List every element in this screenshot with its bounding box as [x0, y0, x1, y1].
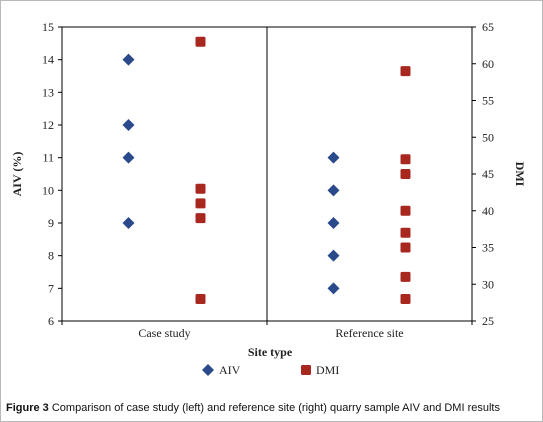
aiv-point: [327, 217, 340, 229]
dmi-point: [400, 169, 411, 179]
dmi-point: [400, 227, 411, 238]
y-left-tick-label: 10: [42, 183, 54, 197]
y-right-tick-label: 40: [482, 204, 494, 218]
aiv-point: [327, 282, 340, 295]
y-left-tick-label: 7: [48, 281, 54, 295]
y-left-tick-label: 9: [48, 216, 54, 230]
right-axis: 25 30 35 40 45 50 55 60 65: [472, 20, 494, 328]
figure-caption: Figure 3 Comparison of case study (left)…: [6, 402, 500, 414]
legend-aiv-label: AIV: [219, 363, 241, 377]
y-axis-right-label: DMI: [513, 162, 527, 187]
caption-label: Figure 3: [6, 402, 49, 414]
aiv-point: [122, 119, 135, 131]
dmi-point: [400, 154, 411, 165]
left-axis: 6 7 8 9 10 11 12 13 14 15: [42, 20, 62, 328]
y-right-tick-label: 60: [482, 57, 494, 71]
y-left-tick-label: 13: [42, 85, 54, 99]
x-axis-label: Site type: [248, 345, 293, 359]
y-right-tick-label: 50: [482, 130, 494, 144]
y-right-tick-label: 30: [482, 277, 494, 291]
legend-dmi-marker: [301, 365, 311, 375]
dmi-point: [195, 36, 206, 47]
y-left-tick-label: 15: [42, 20, 54, 34]
data-markers: [122, 36, 411, 304]
dmi-point: [400, 271, 411, 282]
legend-aiv-marker: [202, 364, 214, 376]
caption-text: Comparison of case study (left) and refe…: [48, 402, 500, 414]
y-right-tick-label: 65: [482, 20, 494, 34]
scatter-chart: 6 7 8 9 10 11 12 13 14 15 25 30 35 40 45 50 55 60 65 Case…: [10, 20, 527, 377]
dmi-point: [400, 293, 411, 304]
dmi-point: [195, 213, 206, 224]
y-left-tick-label: 14: [42, 53, 54, 67]
y-axis-left-label: AIV (%): [10, 152, 24, 197]
dmi-point: [400, 242, 411, 253]
y-left-tick-label: 12: [42, 118, 54, 132]
x-tick-label: Reference site: [335, 326, 403, 340]
dmi-point: [400, 66, 411, 77]
y-right-tick-label: 35: [482, 241, 494, 255]
y-right-tick-label: 55: [482, 94, 494, 108]
y-left-tick-label: 8: [48, 249, 54, 263]
y-left-tick-label: 6: [48, 314, 54, 328]
y-left-tick-label: 11: [42, 151, 54, 165]
y-right-tick-label: 25: [482, 314, 494, 328]
x-axis: Case study Reference site: [61, 321, 473, 340]
dmi-point: [400, 205, 411, 216]
dmi-point: [195, 198, 206, 209]
aiv-point: [327, 249, 340, 262]
dmi-point: [195, 183, 206, 194]
y-right-tick-label: 45: [482, 167, 494, 181]
legend-dmi-label: DMI: [316, 363, 339, 377]
aiv-point: [122, 151, 135, 164]
x-tick-label: Case study: [138, 326, 190, 340]
legend: AIV DMI: [202, 363, 339, 377]
aiv-point: [327, 184, 340, 197]
aiv-point: [327, 151, 340, 164]
aiv-point: [122, 53, 135, 66]
dmi-point: [195, 293, 206, 304]
aiv-point: [122, 217, 135, 229]
